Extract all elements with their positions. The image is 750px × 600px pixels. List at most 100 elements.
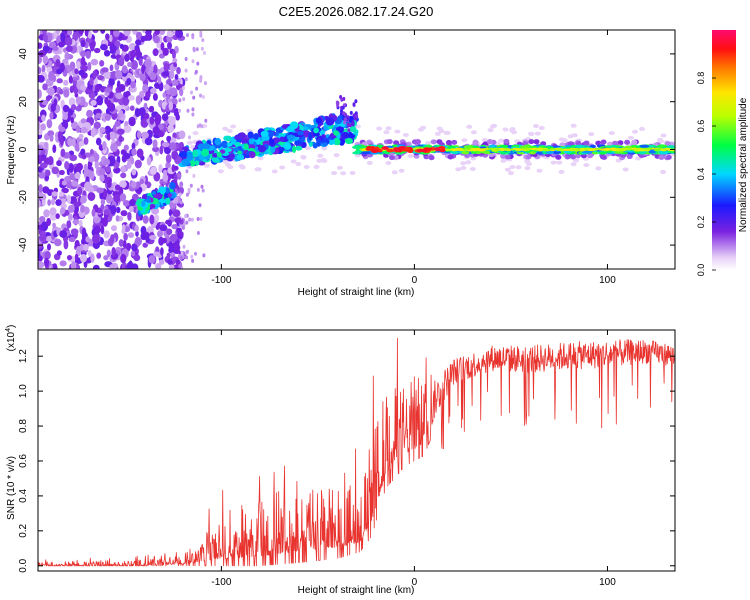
spectrogram-cell bbox=[118, 239, 124, 247]
spectrogram-cell bbox=[73, 201, 81, 208]
colorbar-tick-label: 0.8 bbox=[696, 72, 706, 85]
spectrogram-cell bbox=[135, 50, 143, 58]
spectrogram-cell bbox=[340, 108, 343, 113]
spectrogram-cell bbox=[200, 46, 204, 51]
spectrogram-cell bbox=[407, 153, 414, 158]
spectrogram-cell bbox=[575, 144, 586, 148]
spectrogram-cell bbox=[321, 158, 328, 163]
spectrogram-cell bbox=[60, 32, 66, 43]
spectrogram-cell bbox=[118, 56, 125, 67]
spectrogram-cell bbox=[128, 198, 137, 207]
spectrogram-cell bbox=[122, 96, 130, 106]
spectrogram-cell bbox=[100, 204, 105, 210]
spectrogram-cell bbox=[130, 263, 139, 269]
spectrogram-cell bbox=[567, 141, 574, 147]
figure-title: C2E5.2026.082.17.24.G20 bbox=[279, 4, 434, 19]
spectrogram-cell bbox=[91, 208, 96, 217]
spectrogram-cell bbox=[43, 257, 50, 268]
spectrogram-cell bbox=[184, 77, 188, 82]
spectrogram-cell bbox=[57, 130, 63, 141]
spectrogram-cell bbox=[83, 163, 89, 172]
spectrogram-cell bbox=[38, 89, 42, 99]
spectrogram-cell bbox=[96, 74, 105, 81]
spectrogram-cell bbox=[199, 217, 203, 221]
spectrogram-cell bbox=[61, 180, 67, 186]
spectrogram-cell bbox=[158, 30, 166, 36]
spectrogram-cell bbox=[154, 30, 160, 36]
spectrogram-cell bbox=[62, 58, 69, 64]
spectrogram-cell bbox=[70, 228, 79, 236]
spectrogram-cell bbox=[105, 194, 113, 204]
spectrogram-cell bbox=[42, 83, 48, 91]
spectrogram-cell bbox=[87, 249, 92, 257]
spectrogram-cell bbox=[175, 30, 184, 39]
spectrogram-cell bbox=[587, 153, 594, 159]
spectrogram-cell bbox=[632, 129, 638, 134]
spectrogram-cell bbox=[327, 138, 336, 146]
spectrogram-cell bbox=[201, 38, 205, 43]
spectrogram-cell bbox=[115, 215, 120, 222]
spectrogram-cell bbox=[317, 153, 324, 158]
snr-y-ticks: 0.0 0.2 0.4 0.6 0.8 1.0 1.2 bbox=[18, 349, 675, 573]
spectrogram-cell bbox=[188, 217, 192, 222]
spectrogram-cell bbox=[365, 147, 373, 151]
spectrogram-cell bbox=[600, 139, 607, 145]
spectrogram-cell bbox=[177, 195, 181, 200]
spectrogram-cell bbox=[526, 161, 532, 166]
spectrogram-cell bbox=[529, 151, 536, 155]
spectrogram-cell bbox=[187, 187, 191, 192]
spectrogram-cell bbox=[567, 134, 574, 139]
spectrogram-cell bbox=[225, 162, 231, 167]
spectrogram-cell bbox=[217, 169, 224, 174]
spectrogram-cell bbox=[508, 171, 514, 176]
spectrogram-cell bbox=[58, 41, 65, 48]
spectrogram-cell bbox=[283, 142, 292, 151]
spectrogram-cell bbox=[612, 140, 618, 146]
spectrogram-cell bbox=[105, 33, 110, 41]
spectrogram-cell bbox=[126, 77, 132, 86]
spectrogram-cell bbox=[159, 145, 164, 155]
spectrogram-cell bbox=[172, 49, 176, 60]
spectrogram-cell bbox=[503, 138, 510, 144]
spectrogram-cell bbox=[169, 142, 177, 151]
spectrogram-cell bbox=[488, 144, 496, 148]
spectrogram-cell bbox=[174, 73, 179, 81]
spectrogram-cell bbox=[105, 165, 111, 173]
spectrogram-cell bbox=[430, 139, 437, 145]
spectrogram-cell bbox=[469, 167, 476, 171]
spectrogram-cell bbox=[376, 144, 384, 148]
spectrogram-cell bbox=[195, 160, 200, 166]
spectrogram-cell bbox=[232, 147, 240, 152]
spectrogram-cell bbox=[41, 114, 46, 122]
spectrogram-cell bbox=[140, 118, 149, 128]
spectrogram-cell bbox=[316, 158, 323, 163]
spectrogram-cell bbox=[376, 148, 383, 153]
spectrogram-cell bbox=[135, 39, 142, 46]
spectrogram-cell bbox=[470, 130, 477, 135]
spectrogram-cell bbox=[192, 173, 196, 178]
spectrogram-cell bbox=[184, 57, 188, 61]
spectrogram-cell bbox=[80, 118, 87, 124]
spectrogram-cell bbox=[157, 76, 162, 85]
spectrogram-cell bbox=[226, 142, 233, 147]
colorbar: 0.0 0.2 0.4 0.6 0.8 Normalized spectral ampl… bbox=[696, 30, 749, 276]
spectrogram-cell bbox=[102, 216, 109, 227]
spectrogram-cell bbox=[92, 30, 99, 34]
spectrogram-cell bbox=[55, 30, 60, 35]
spectrogram-cell bbox=[196, 61, 200, 66]
snr-scale-text: (x10 bbox=[6, 331, 17, 351]
spectrogram-cell bbox=[78, 69, 85, 76]
spectrogram-cell bbox=[416, 148, 425, 153]
spectrogram-cell bbox=[111, 225, 117, 232]
spectrogram-cell bbox=[68, 162, 74, 173]
spectrogram-cell bbox=[279, 136, 285, 142]
spectrogram-cell bbox=[627, 135, 634, 140]
spectrogram-cell bbox=[149, 72, 157, 81]
spectrogram-cell bbox=[41, 221, 49, 232]
spectrogram-cell bbox=[226, 129, 233, 133]
spectrogram-cell bbox=[62, 104, 69, 113]
spectrogram-cell bbox=[179, 255, 183, 260]
spectrogram-cell bbox=[38, 249, 41, 259]
spectrogram-cell bbox=[44, 250, 51, 260]
spectrogram-cell bbox=[313, 127, 319, 134]
